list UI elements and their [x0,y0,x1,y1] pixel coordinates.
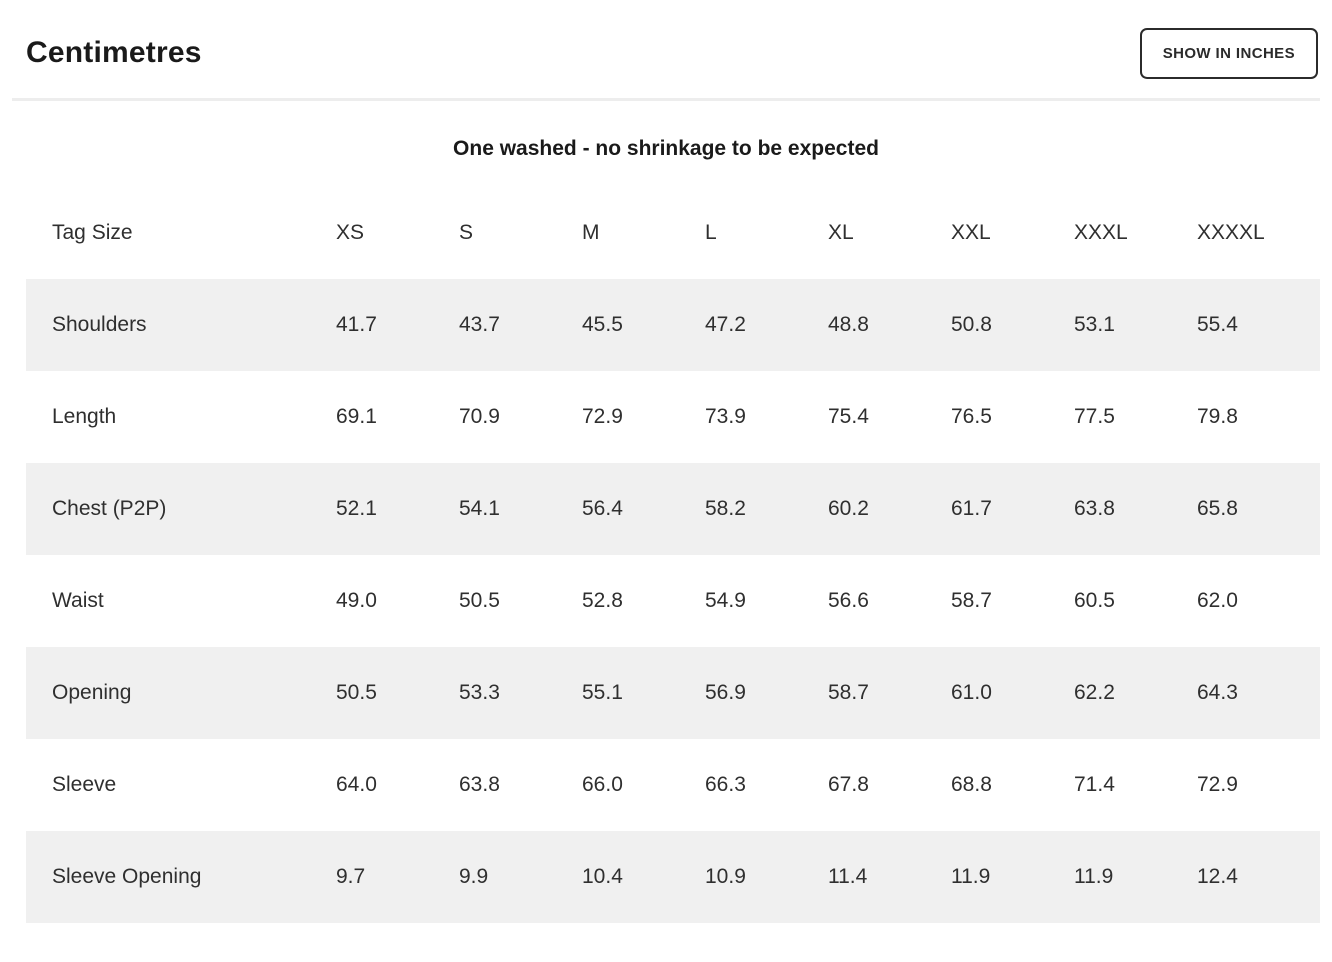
measurement-cell: 11.9 [1074,865,1114,888]
measurement-cell: 64.0 [336,773,377,796]
column-header-xxl: XXL [951,221,991,244]
measurement-cell: 10.4 [582,865,623,888]
measurement-cell: 60.5 [1074,589,1115,612]
measurement-cell: 11.9 [951,865,991,888]
measurement-cell: 72.9 [1197,773,1238,796]
column-header-tag-size: Tag Size [52,221,133,244]
measurement-cell: 52.1 [336,497,377,520]
measurement-cell: 50.5 [336,681,377,704]
measurement-cell: 53.1 [1074,313,1115,336]
column-header-xs: XS [336,221,365,244]
measurement-cell: 60.2 [828,497,869,520]
divider [12,98,1320,101]
measurement-cell: 75.4 [828,405,869,428]
measurement-cell: 61.0 [951,681,992,704]
row-label-waist: Waist [52,589,104,612]
measurement-cell: 62.2 [1074,681,1115,704]
wash-note: One washed - no shrinkage to be expected [453,137,879,160]
measurement-cell: 9.9 [459,865,489,888]
measurement-cell: 79.8 [1197,405,1238,428]
measurement-cell: 65.8 [1197,497,1238,520]
measurement-cell: 50.8 [951,313,992,336]
measurement-cell: 55.4 [1197,313,1238,336]
table-row-sleeve: Sleeve 64.0 63.8 66.0 66.3 67.8 68.8 71.… [26,739,1320,831]
measurement-cell: 76.5 [951,405,992,428]
measurement-cell: 43.7 [459,313,500,336]
measurement-cell: 58.2 [705,497,746,520]
measurement-cell: 70.9 [459,405,500,428]
row-label-sleeve: Sleeve [52,773,117,796]
measurement-cell: 48.8 [828,313,869,336]
measurement-cell: 73.9 [705,405,746,428]
table-row-chest: Chest (P2P) 52.1 54.1 56.4 58.2 60.2 61.… [26,463,1320,555]
measurement-cell: 9.7 [336,865,366,888]
table-row-length: Length 69.1 70.9 72.9 73.9 75.4 76.5 77.… [26,371,1320,463]
row-label-shoulders: Shoulders [52,313,147,336]
measurement-cell: 54.1 [459,497,500,520]
measurement-cell: 66.3 [705,773,746,796]
measurement-cell: 66.0 [582,773,623,796]
measurement-cell: 64.3 [1197,681,1238,704]
measurement-cell: 56.9 [705,681,746,704]
row-label-length: Length [52,405,117,428]
table-row-sleeve-opening: Sleeve Opening 9.7 9.9 10.4 10.9 11.4 11… [26,831,1320,923]
measurement-cell: 11.4 [828,865,868,888]
column-header-xxxl: XXXL [1074,221,1128,244]
measurement-cell: 63.8 [1074,497,1115,520]
measurement-cell: 72.9 [582,405,623,428]
measurement-cell: 49.0 [336,589,377,612]
page-title: Centimetres [26,36,202,69]
measurement-cell: 67.8 [828,773,869,796]
measurement-cell: 56.6 [828,589,869,612]
measurement-cell: 62.0 [1197,589,1238,612]
measurement-cell: 12.4 [1197,865,1238,888]
column-header-l: L [705,221,717,244]
column-header-xl: XL [828,221,854,244]
measurement-cell: 68.8 [951,773,992,796]
measurement-cell: 47.2 [705,313,746,336]
table-header-row: Tag Size XS S M L XL XXL XXXL XXXXL [26,187,1320,279]
measurement-cell: 53.3 [459,681,500,704]
measurement-cell: 52.8 [582,589,623,612]
measurement-cell: 77.5 [1074,405,1115,428]
row-label-opening: Opening [52,681,132,704]
column-header-xxxxl: XXXXL [1197,221,1265,244]
measurement-cell: 61.7 [951,497,992,520]
topbar: Centimetres SHOW IN INCHES [0,0,1332,88]
measurement-cell: 50.5 [459,589,500,612]
measurement-cell: 58.7 [828,681,869,704]
measurement-cell: 71.4 [1074,773,1115,796]
measurement-cell: 58.7 [951,589,992,612]
row-label-sleeve-opening: Sleeve Opening [52,865,202,888]
measurement-cell: 54.9 [705,589,746,612]
measurement-cell: 55.1 [582,681,623,704]
measurement-cell: 45.5 [582,313,623,336]
size-chart-table: Tag Size XS S M L XL XXL XXXL XXXXL Shou… [26,187,1320,923]
measurement-cell: 63.8 [459,773,500,796]
measurement-cell: 56.4 [582,497,623,520]
column-header-s: S [459,221,474,244]
row-label-chest: Chest (P2P) [52,497,167,520]
measurement-cell: 69.1 [336,405,377,428]
column-header-m: M [582,221,600,244]
show-in-inches-button[interactable]: SHOW IN INCHES [1139,27,1318,79]
table-row-shoulders: Shoulders 41.7 43.7 45.5 47.2 48.8 50.8 … [26,279,1320,371]
measurement-cell: 41.7 [336,313,377,336]
table-row-waist: Waist 49.0 50.5 52.8 54.9 56.6 58.7 60.5… [26,555,1320,647]
measurement-cell: 10.9 [705,865,746,888]
table-row-opening: Opening 50.5 53.3 55.1 56.9 58.7 61.0 62… [26,647,1320,739]
